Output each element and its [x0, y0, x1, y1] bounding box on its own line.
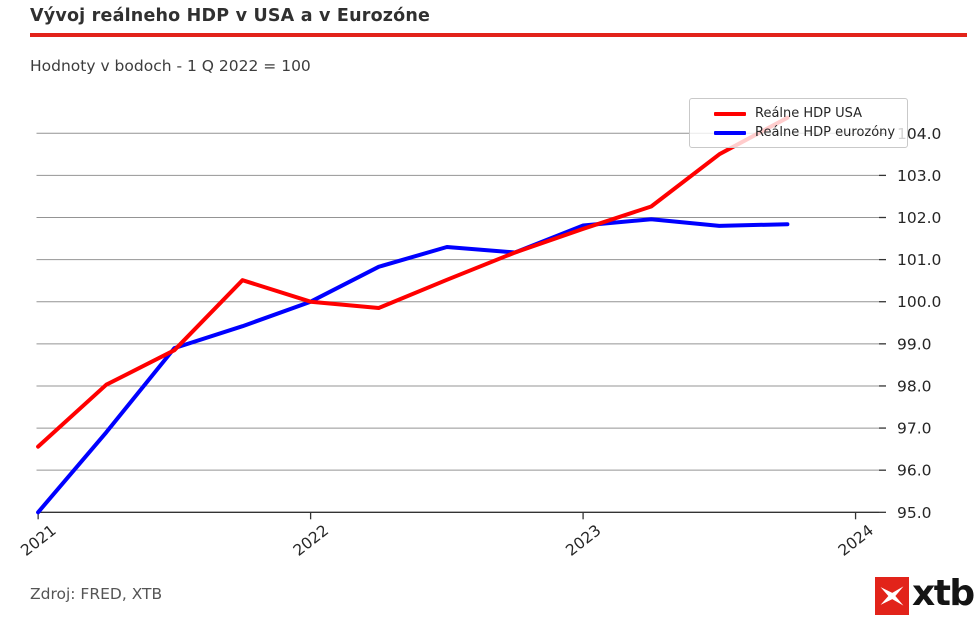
source-label: Zdroj: FRED, XTB: [30, 585, 163, 603]
title-accent-rule: [30, 33, 967, 37]
xtb-logo-mark: [875, 577, 909, 615]
y-tick-label: 98.0: [897, 377, 932, 395]
legend-item-label: Reálne HDP eurozóny: [755, 125, 896, 140]
y-tick-label: 101.0: [897, 251, 941, 269]
y-tick-label: 95.0: [897, 504, 932, 522]
x-tick-label: 2021: [17, 521, 59, 559]
x-icon: [880, 586, 904, 606]
y-tick-label: 104.0: [897, 125, 941, 143]
y-tick-label: 96.0: [897, 462, 932, 480]
xtb-logo: xtb: [875, 573, 975, 615]
legend-line-swatch-usa: [714, 111, 746, 116]
y-tick-label: 100.0: [897, 293, 941, 311]
x-tick-label: 2024: [835, 521, 877, 559]
legend-item-usa: Reálne HDP USA: [714, 104, 895, 123]
page-title: Vývoj reálneho HDP v USA a v Eurozóne: [30, 6, 431, 26]
xtb-logo-text: xtb: [912, 573, 975, 614]
legend-item-label: Reálne HDP USA: [755, 106, 863, 121]
x-tick-label: 2023: [562, 521, 604, 559]
x-tick-label: 2022: [290, 521, 332, 559]
chart-subtitle: Hodnoty v bodoch - 1 Q 2022 = 100: [30, 57, 311, 75]
series-line-eurozone: [36, 217, 790, 515]
y-tick-label: 99.0: [897, 335, 932, 353]
legend-line-swatch-eurozone: [714, 130, 746, 135]
y-tick-label: 103.0: [897, 167, 941, 185]
legend-item-eurozone: Reálne HDP eurozóny: [714, 123, 895, 142]
legend-box: Reálne HDP USA Reálne HDP eurozóny: [689, 98, 909, 148]
series-line-usa: [36, 115, 790, 449]
y-tick-label: 102.0: [897, 209, 941, 227]
y-tick-label: 97.0: [897, 420, 932, 438]
